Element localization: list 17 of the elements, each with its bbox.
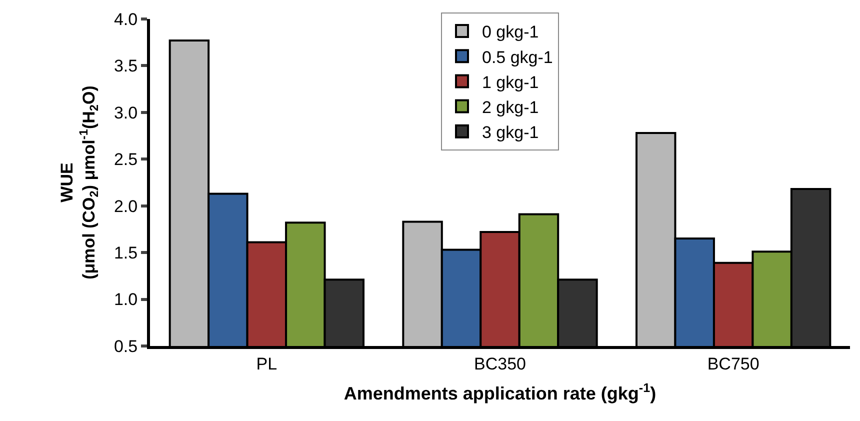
y-tick-label: 4.0 [114,10,138,29]
y-tick-label: 1.5 [114,244,138,263]
y-tick-label: 1.0 [114,290,138,310]
y-tick-label: 3.0 [114,103,138,122]
legend-label: 0.5 gkg-1 [482,48,553,67]
y-tick-label: 0.5 [114,336,138,356]
x-tick-label: BC350 [474,354,526,374]
x-tick-label: BC750 [707,354,760,374]
y-tick-label: 2.0 [114,196,138,216]
legend-label: 0 gkg-1 [482,22,539,42]
legend-label: 3 gkg-1 [482,123,539,142]
y-tick-label: 3.5 [114,56,138,76]
legend-label: 1 gkg-1 [482,72,539,92]
x-tick-label: PL [256,354,278,374]
legend-label: 2 gkg-1 [482,98,539,117]
y-tick-label: 2.5 [114,150,138,170]
x-axis-title: Amendments application rate (gkg$^{-1}$) [344,380,656,404]
